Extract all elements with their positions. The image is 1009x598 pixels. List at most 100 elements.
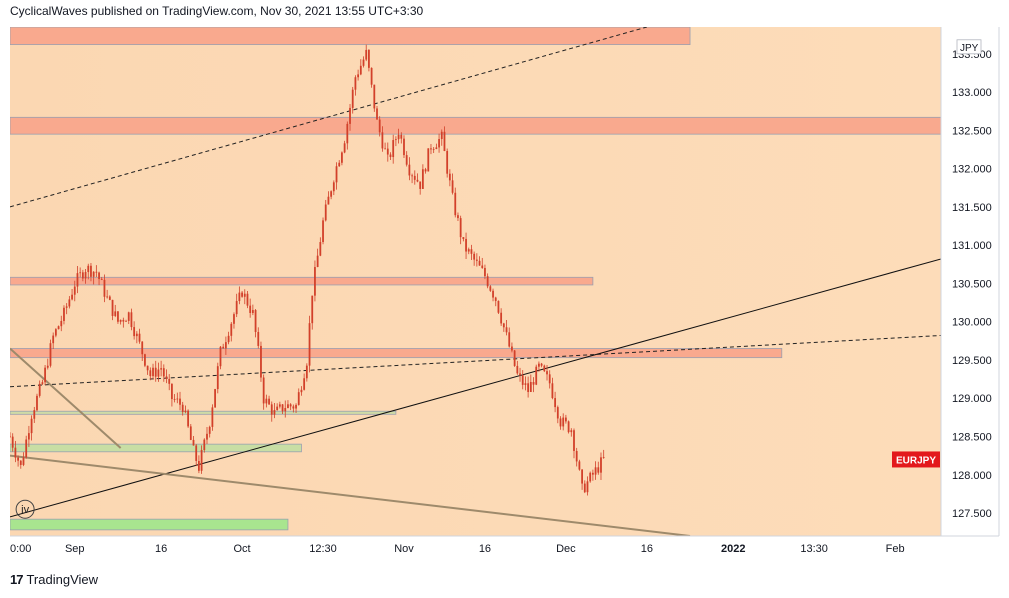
symbol-label-box xyxy=(892,451,940,468)
candle-body-21 xyxy=(65,306,68,308)
candle-body-196 xyxy=(538,363,540,367)
candle-body-109 xyxy=(303,378,306,390)
zone-1[interactable] xyxy=(10,116,941,135)
y-tick-label: 127.500 xyxy=(952,508,992,520)
candle-body-59 xyxy=(168,378,171,384)
trendline-3[interactable] xyxy=(10,347,122,449)
zone-2[interactable] xyxy=(10,276,594,286)
y-tick-label: 132.500 xyxy=(952,125,992,137)
candle-body-27 xyxy=(81,272,84,279)
candle-body-198 xyxy=(543,365,546,372)
candle-body-164 xyxy=(451,180,454,193)
candle-body-151 xyxy=(416,179,419,182)
candle-body-49 xyxy=(141,341,144,355)
y-tick-label: 129.000 xyxy=(952,393,992,405)
candle-body-16 xyxy=(52,335,55,344)
candle-body-118 xyxy=(327,196,330,205)
candle-body-94 xyxy=(262,377,265,404)
candle-body-199 xyxy=(546,371,548,375)
candle-body-11 xyxy=(38,383,41,396)
candle-body-218 xyxy=(597,467,600,473)
chart-area[interactable]: iv 133.500 133.000 132.500 132.000 131.500 13… xyxy=(0,0,1009,560)
candle-body-52 xyxy=(149,370,152,377)
candle-body-2 xyxy=(14,447,17,458)
candle-body-79 xyxy=(222,346,225,349)
candle-body-189 xyxy=(519,373,521,376)
zone-0[interactable] xyxy=(10,27,691,46)
candle-body-175 xyxy=(481,265,484,268)
candle-body-88 xyxy=(246,293,249,306)
candle-body-185 xyxy=(508,332,511,347)
candle-body-152 xyxy=(419,181,422,189)
candle-body-3 xyxy=(17,457,19,461)
candle-body-48 xyxy=(138,333,141,342)
candle-body-8 xyxy=(30,418,33,434)
candle-body-140 xyxy=(386,148,389,155)
trendline-0[interactable] xyxy=(10,27,647,208)
candle-body-204 xyxy=(559,418,562,427)
candle-body-33 xyxy=(98,272,100,280)
candle-body-91 xyxy=(254,310,257,332)
y-tick-label: 128.000 xyxy=(952,470,992,482)
candle-body-47 xyxy=(135,333,138,337)
candle-body-12 xyxy=(41,382,44,384)
candle-body-25 xyxy=(76,273,79,287)
x-tick-label: 16 xyxy=(479,543,491,555)
candle-body-46 xyxy=(133,327,136,337)
trendline-4[interactable] xyxy=(10,454,691,536)
y-tick-label: 133.000 xyxy=(952,87,992,99)
candle-body-66 xyxy=(187,410,190,427)
x-tick-label: Nov xyxy=(394,543,414,555)
wave-label-circle[interactable] xyxy=(15,499,35,519)
candle-body-193 xyxy=(529,381,532,392)
candle-body-123 xyxy=(341,152,343,163)
candle-body-57 xyxy=(162,368,165,377)
candle-body-200 xyxy=(548,374,551,384)
x-tick-label: 16 xyxy=(155,543,167,555)
y-tick-label: 132.000 xyxy=(952,164,992,176)
zone-5[interactable] xyxy=(10,443,302,453)
price-chart[interactable]: iv 133.500133.000132.500132.000131.50013… xyxy=(0,0,1009,560)
candle-body-38 xyxy=(111,299,114,316)
candle-body-96 xyxy=(268,398,270,405)
candle-body-214 xyxy=(586,481,589,493)
candle-body-155 xyxy=(427,148,430,172)
candle-body-134 xyxy=(370,67,373,85)
candle-body-169 xyxy=(465,238,467,252)
candle-body-7 xyxy=(27,433,30,440)
price-axis[interactable]: 133.500133.000132.500132.000131.500131.0… xyxy=(892,39,992,520)
candle-body-103 xyxy=(287,404,289,408)
x-tick-label: Sep xyxy=(65,543,85,555)
candle-body-54 xyxy=(154,367,157,377)
candle-body-63 xyxy=(179,398,181,405)
candle-body-165 xyxy=(454,192,457,216)
candle-body-120 xyxy=(332,182,335,192)
candle-body-110 xyxy=(305,365,308,379)
candle-body-206 xyxy=(565,417,567,422)
candle-body-68 xyxy=(192,439,195,446)
candle-body-133 xyxy=(368,49,370,68)
candle-body-128 xyxy=(354,77,357,90)
candle-body-34 xyxy=(100,279,103,280)
candle-body-18 xyxy=(57,326,60,330)
candle-body-9 xyxy=(33,410,36,419)
candle-body-75 xyxy=(211,407,214,427)
trendline-1[interactable] xyxy=(10,334,941,388)
zone-6[interactable] xyxy=(10,518,289,531)
candle-body-146 xyxy=(403,138,405,156)
candles-layer xyxy=(10,44,605,496)
candle-body-186 xyxy=(511,346,513,351)
candle-body-177 xyxy=(486,276,489,287)
labels-layer: iv xyxy=(15,499,35,519)
candle-body-202 xyxy=(554,398,557,408)
candle-body-43 xyxy=(125,320,127,322)
zone-4[interactable] xyxy=(10,410,397,415)
zone-3[interactable] xyxy=(10,348,783,359)
candle-body-113 xyxy=(314,267,316,296)
time-axis[interactable]: 0:00 Sep 16 Oct 12:30 Nov 16 Dec 16 2022 13:30 Feb xyxy=(10,543,905,555)
candle-body-217 xyxy=(594,467,597,475)
candle-body-92 xyxy=(257,331,260,346)
footer-brand: TradingView xyxy=(26,572,99,587)
candle-body-86 xyxy=(241,292,243,297)
candle-body-41 xyxy=(119,319,122,322)
